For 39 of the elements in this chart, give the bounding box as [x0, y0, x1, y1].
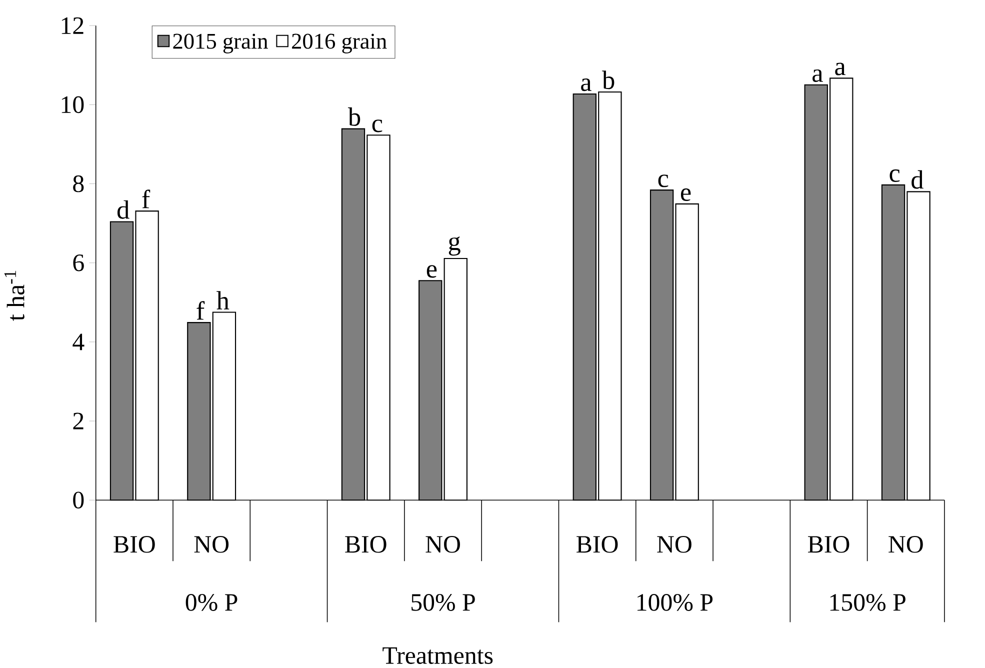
text: 100% P: [637, 594, 713, 611]
annotation: b: [348, 107, 360, 126]
x-axis-title: Treatments: [382, 647, 493, 664]
annotation: c: [658, 174, 668, 188]
annotation: e: [426, 264, 437, 278]
legend-label: 2016 grain: [292, 34, 387, 54]
text: 0% P: [186, 594, 238, 611]
annotation: h: [216, 291, 230, 310]
x-tick-label: NO: [657, 536, 692, 553]
annotation: a: [581, 78, 592, 91]
y-tick-label: 4: [72, 334, 84, 350]
x-tick-label: BIO: [808, 536, 850, 553]
annotation: f: [142, 190, 150, 208]
y-tick-label: 6: [73, 254, 84, 272]
y-axis-title: t ha$^{-1}$: [4, 270, 24, 321]
annotation: a: [812, 69, 823, 82]
annotation: c: [372, 119, 382, 132]
x-tick-label: NO: [888, 536, 923, 553]
x-tick-label: BIO: [114, 536, 155, 553]
text: 150% P: [830, 594, 906, 611]
annotation: f: [196, 301, 205, 320]
legend-label: 2015 grain: [173, 34, 268, 54]
annotation: d: [117, 200, 130, 219]
y-tick-label: 0: [73, 492, 84, 508]
annotation: e: [680, 188, 691, 201]
x-tick-label: BIO: [345, 536, 386, 553]
y-tick-label: 12: [62, 17, 84, 34]
annotation: a: [835, 62, 846, 76]
annotation: d: [912, 170, 924, 189]
annotation: b: [602, 70, 614, 89]
y-tick-label: 2: [73, 412, 84, 430]
y-tick-label: 10: [62, 96, 84, 113]
x-tick-label: BIO: [576, 536, 618, 553]
x-tick-label: NO: [426, 536, 460, 553]
annotation: c: [890, 169, 900, 182]
x-tick-label: NO: [194, 536, 229, 553]
y-tick-label: 8: [73, 175, 84, 192]
annotation: g: [448, 236, 460, 256]
text: 50% P: [412, 594, 475, 611]
